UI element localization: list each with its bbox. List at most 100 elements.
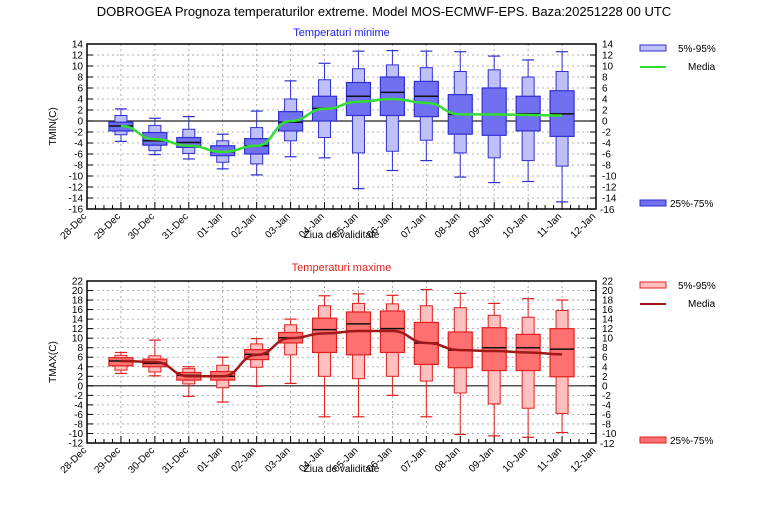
x-tick-label: 02-Jan — [229, 211, 258, 240]
x-tick-label: 03-Jan — [263, 211, 292, 240]
x-tick-label: 01-Jan — [195, 211, 224, 240]
y-tick-label-left: 18 — [72, 296, 84, 307]
y-tick-label-right: 8 — [602, 73, 608, 84]
y-tick-label-right: 4 — [602, 362, 608, 373]
chart-subtitle: Temperaturi maxime — [292, 262, 392, 274]
y-tick-label-left: 10 — [72, 334, 84, 345]
y-tick-label-left: 16 — [72, 305, 84, 316]
x-tick-label: 03-Jan — [263, 445, 292, 474]
y-tick-label-left: 22 — [72, 277, 84, 288]
legend-swatch-5-95 — [639, 44, 667, 52]
x-tick-label: 12-Jan — [569, 445, 598, 474]
y-tick-label-right: 18 — [602, 296, 614, 307]
y-axis-label: TMIN(C) — [48, 107, 59, 145]
x-tick-label: 11-Jan — [535, 445, 564, 474]
legend-label-5-95: 5%-95% — [678, 44, 716, 55]
y-tick-label-left: -2 — [74, 128, 83, 139]
y-tick-label-left: -10 — [69, 429, 84, 440]
y-tick-label-left: 8 — [77, 73, 83, 84]
y-tick-label-right: -12 — [602, 183, 617, 194]
y-tick-label-right: 0 — [602, 381, 608, 392]
y-tick-label-right: -6 — [602, 410, 611, 421]
x-tick-label: 01-Jan — [195, 445, 224, 474]
y-tick-label-left: -2 — [74, 391, 83, 402]
y-tick-label-right: 12 — [602, 324, 614, 335]
box-25-75 — [311, 317, 338, 354]
legend-swatch-25-75 — [639, 199, 667, 207]
y-tick-label-left: 0 — [77, 381, 83, 392]
y-tick-label-left: -4 — [74, 139, 83, 150]
x-tick-label: 07-Jan — [399, 211, 428, 240]
box-25-75 — [379, 76, 405, 117]
x-axis-label: Ziua de validitate — [304, 464, 380, 475]
y-tick-label-right: 4 — [602, 95, 608, 106]
y-tick-label-right: 10 — [602, 62, 614, 73]
y-tick-label-left: -8 — [74, 419, 83, 430]
y-tick-label-right: 0 — [602, 117, 608, 128]
x-tick-label: 08-Jan — [433, 445, 462, 474]
y-axis-label: TMAX(C) — [48, 341, 59, 383]
y-tick-label-left: 12 — [72, 324, 84, 335]
x-tick-label: 29-Dec — [92, 211, 123, 242]
box-25-75 — [549, 328, 575, 378]
legend-label-media: Media — [688, 299, 716, 310]
legend-label-25-75: 25%-75% — [670, 436, 713, 447]
x-tick-label: 31-Dec — [160, 211, 191, 242]
tmin-chart: Temperaturi minime-16-14 -14-12 -12-10 -10-… — [48, 27, 716, 242]
y-tick-label-right: -4 — [602, 139, 611, 150]
y-tick-label-right: 2 — [602, 106, 608, 117]
mean-line — [120, 97, 563, 154]
y-tick-label-right: 6 — [602, 84, 608, 95]
chart-subtitle: Temperaturi minime — [293, 27, 390, 39]
x-tick-label: 09-Jan — [467, 211, 496, 240]
x-tick-label: 10-Jan — [501, 445, 530, 474]
x-tick-label: 29-Dec — [92, 445, 123, 476]
tmax-chart: Temperaturi maxime-12-10 -10-8 -8-6 -6-4 -4-… — [48, 262, 716, 476]
box-25-75 — [481, 87, 507, 136]
legend-label-25-75: 25%-75% — [670, 199, 713, 210]
y-tick-label-left: 20 — [72, 286, 84, 297]
y-tick-label-right: -12 — [600, 439, 615, 450]
y-tick-label-right: -14 — [602, 194, 617, 205]
y-tick-label-left: -8 — [74, 161, 83, 172]
box-25-75 — [345, 311, 372, 356]
x-tick-label: 31-Dec — [160, 445, 191, 476]
y-tick-label-left: 10 — [72, 62, 84, 73]
y-tick-label-right: 14 — [602, 315, 614, 326]
y-tick-label-right: -6 — [602, 150, 611, 161]
y-tick-label-right: -2 — [602, 391, 611, 402]
plot-frame — [86, 280, 597, 444]
main-title: DOBROGEA Prognoza temperaturilor extreme… — [96, 4, 672, 19]
y-tick-label-right: -10 — [602, 172, 617, 183]
y-tick-label-left: 14 — [72, 315, 84, 326]
y-tick-label-right: 16 — [602, 305, 614, 316]
x-axis-label: Ziua de validitate — [304, 230, 380, 241]
y-tick-label-left: 4 — [77, 95, 83, 106]
y-tick-label-right: -10 — [602, 429, 617, 440]
y-tick-label-right: -16 — [600, 205, 615, 216]
y-tick-label-left: -14 — [69, 194, 84, 205]
y-tick-label-right: -8 — [602, 161, 611, 172]
y-tick-label-right: 2 — [602, 372, 608, 383]
x-tick-label: 12-Jan — [569, 211, 598, 240]
x-tick-label: 08-Jan — [433, 211, 462, 240]
x-tick-label: 07-Jan — [399, 445, 428, 474]
box-25-75 — [481, 327, 507, 372]
x-tick-label: 30-Dec — [126, 211, 157, 242]
plot-frame — [86, 43, 597, 210]
y-tick-label-left: -16 — [69, 205, 84, 216]
y-tick-label-right: 22 — [602, 277, 614, 288]
y-tick-label-right: 20 — [602, 286, 614, 297]
mean-line — [120, 329, 563, 378]
x-tick-label: 02-Jan — [229, 445, 258, 474]
y-tick-label-right: 10 — [602, 334, 614, 345]
y-tick-label-right: -8 — [602, 419, 611, 430]
y-tick-label-left: -12 — [69, 183, 84, 194]
y-tick-label-left: -6 — [74, 150, 83, 161]
y-tick-label-left: 2 — [77, 372, 83, 383]
y-tick-label-left: 4 — [77, 362, 83, 373]
y-tick-label-right: 8 — [602, 343, 608, 354]
y-tick-label-left: -12 — [69, 439, 84, 450]
y-tick-label-left: 8 — [77, 343, 83, 354]
legend-swatch-25-75 — [639, 436, 667, 444]
